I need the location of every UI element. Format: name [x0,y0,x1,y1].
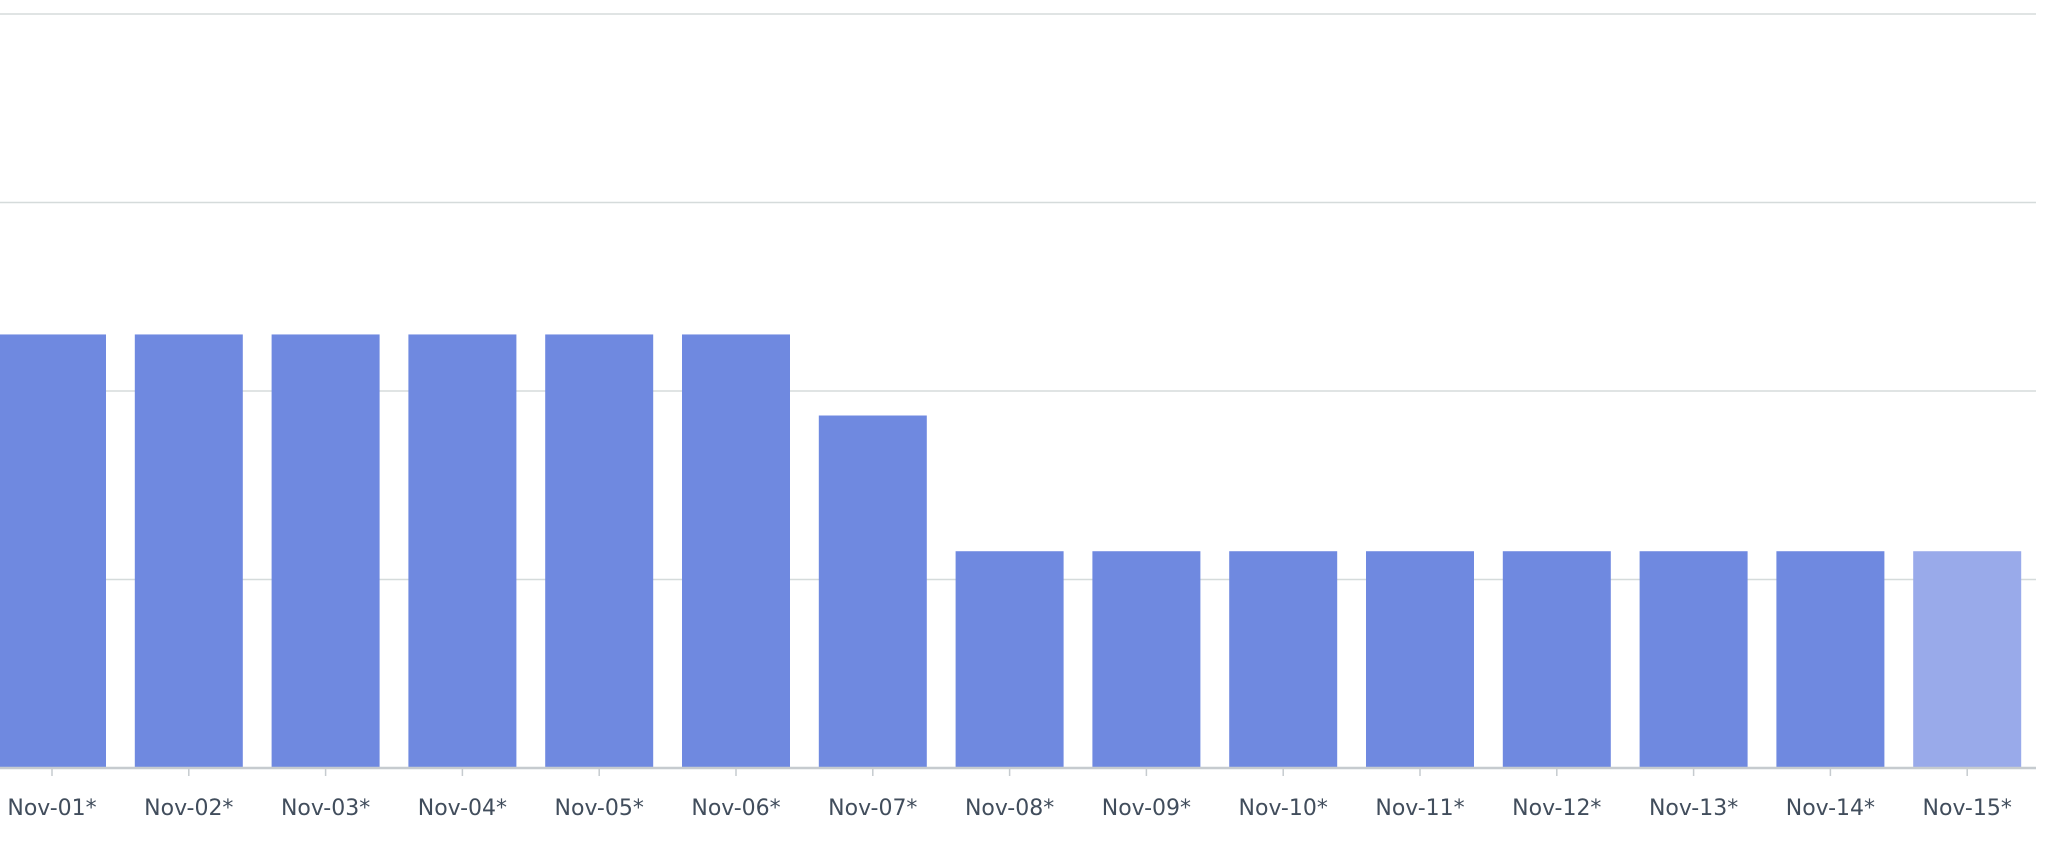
x-tick-label: Nov-14* [1786,796,1875,821]
bar-nov-11[interactable] [1366,551,1474,768]
bar-nov-06[interactable] [682,334,790,768]
x-tick-label: Nov-09* [1102,796,1191,821]
x-tick-label: Nov-10* [1239,796,1328,821]
bar-nov-12[interactable] [1502,551,1611,768]
x-tick-label: Nov-12* [1512,796,1601,821]
bar-nov-09[interactable] [1092,551,1201,768]
bar-nov-04[interactable] [408,334,517,768]
x-tick-label: Nov-05* [555,796,644,821]
bar-nov-01[interactable] [0,334,106,768]
x-tick-label: Nov-01* [7,796,96,821]
x-tick-label: Nov-08* [965,796,1054,821]
bar-nov-13[interactable] [1639,551,1748,768]
bar-nov-07[interactable] [818,415,927,768]
x-tick-label: Nov-06* [691,796,780,821]
bar-nov-02[interactable] [134,334,243,768]
bar-nov-10[interactable] [1229,551,1338,768]
x-tick-label: Nov-02* [144,796,233,821]
x-tick-label: Nov-03* [281,796,370,821]
x-tick-label: Nov-04* [418,796,507,821]
x-tick-label: Nov-11* [1375,796,1464,821]
x-tick-label: Nov-07* [828,796,917,821]
bar-nov-03[interactable] [271,334,380,768]
x-tick-label: Nov-13* [1649,796,1738,821]
bar-nov-08[interactable] [955,551,1064,768]
x-tick-label: Nov-15* [1923,796,2012,821]
bar-nov-15[interactable] [1913,551,2022,768]
bar-nov-14[interactable] [1776,551,1885,768]
bar-nov-05[interactable] [545,334,654,768]
